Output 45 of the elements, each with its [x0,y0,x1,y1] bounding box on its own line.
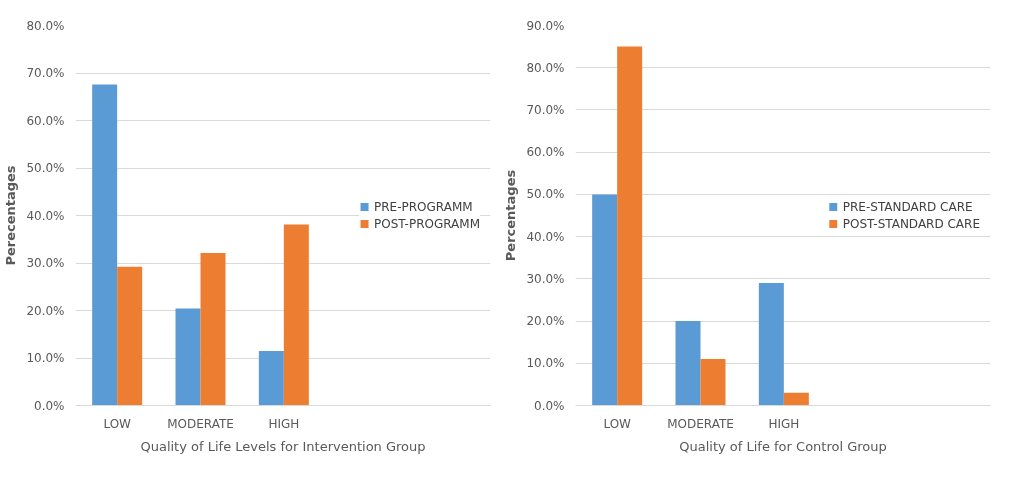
y-tick-label: 20.0% [526,314,565,329]
x-tick-label: LOW [603,416,632,431]
x-tick-label: HIGH [768,416,800,431]
y-tick-label: 10.0% [526,356,565,371]
y-tick-label: 50.0% [526,187,565,202]
bar [92,84,118,406]
y-tick-label: 50.0% [26,161,65,175]
y-tick-label: 10.0% [26,351,65,365]
y-tick-label: 0.0% [534,398,565,413]
y-axis-title: Perecentages [3,165,19,266]
y-tick-label: 30.0% [526,271,565,286]
bar [175,308,201,406]
bar [200,253,226,406]
x-tick-label: LOW [103,416,132,431]
bar [675,321,701,406]
x-tick-label: MODERATE [667,416,734,431]
bar [592,194,618,406]
bar [700,359,726,406]
y-tick-label: 40.0% [526,229,565,244]
x-tick-label: HIGH [268,416,300,431]
bar [283,224,309,406]
x-axis-title: Quality of Life for Control Group [679,438,887,454]
legend-label: POST-PROGRAMM [374,216,480,231]
bar [617,46,643,406]
y-tick-label: 60.0% [26,113,65,128]
y-tick-label: 30.0% [26,256,65,270]
bar [783,392,809,406]
x-axis-title: Quality of Life Levels for Intervention Group [140,438,426,454]
y-tick-label: 70.0% [526,102,565,117]
legend-label: PRE-STANDARD CARE [842,199,973,214]
legend-label: PRE-PROGRAMM [374,199,473,214]
x-tick-label: MODERATE [167,416,234,431]
y-tick-label: 20.0% [26,303,65,318]
legend-label: POST-STANDARD CARE [842,216,980,231]
y-axis-title: Percentages [503,169,519,262]
bar [758,283,784,406]
y-tick-label: 40.0% [26,208,65,223]
bar [117,266,143,406]
y-tick-label: 70.0% [26,66,65,80]
y-tick-label: 60.0% [526,145,565,160]
y-tick-label: 0.0% [34,398,65,413]
y-tick-label: 90.0% [526,18,565,33]
bar [258,350,284,406]
y-tick-label: 80.0% [526,60,565,75]
y-tick-label: 80.0% [26,18,65,33]
